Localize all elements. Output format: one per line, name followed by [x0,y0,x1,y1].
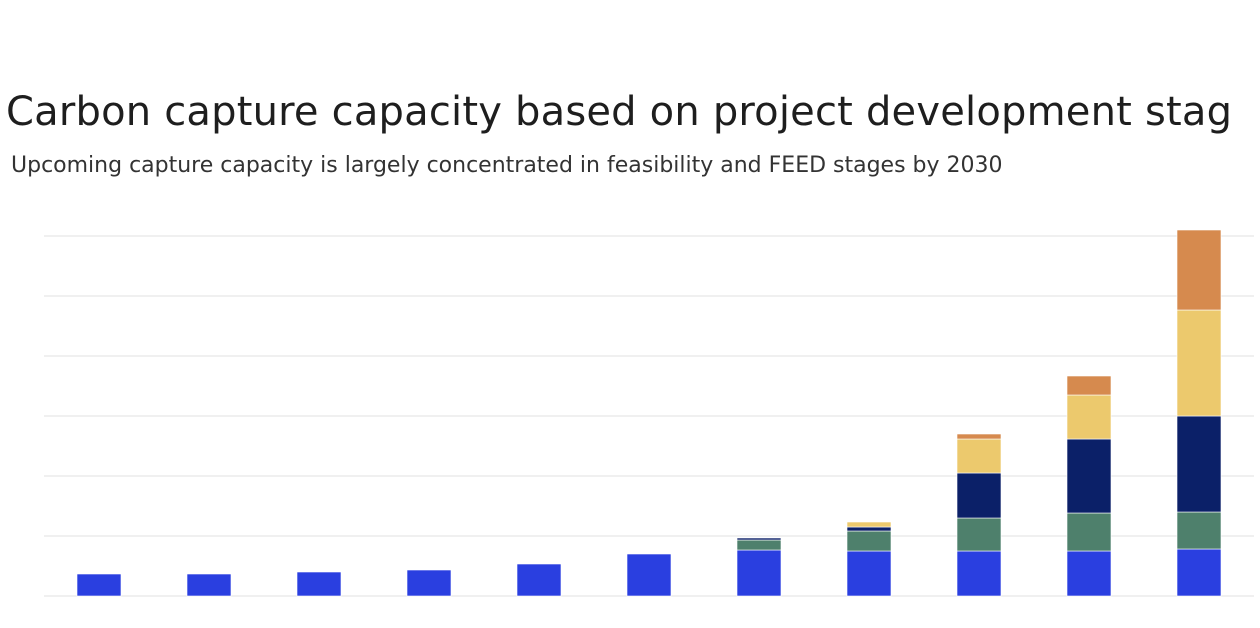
bar-segment [186,573,232,597]
bar-segment [956,433,1002,440]
bar-segment [846,521,892,528]
bar-segment [1176,229,1222,311]
bar-segment [956,517,1002,552]
bar-segment [76,573,122,597]
bar-segment [626,553,672,597]
bar-segment [846,526,892,532]
bar-segment [1066,375,1112,396]
bar-segment [736,539,782,551]
bar-segment [1176,415,1222,513]
bar-segment [406,569,452,597]
bar-segment [736,549,782,597]
bar-segment [1176,511,1222,550]
bar-segment [956,438,1002,474]
bar-segment [296,571,342,597]
bar-segment [956,550,1002,597]
bar-segment [516,563,562,597]
bars [76,229,1222,597]
bar-segment [846,530,892,552]
bar-segment [956,472,1002,519]
bar-segment [1066,394,1112,440]
chart-subtitle: Upcoming capture capacity is largely con… [11,153,1003,178]
bar-segment [1066,512,1112,552]
bar-segment [846,550,892,597]
gridlines [44,235,1254,597]
bar-segment [1066,550,1112,597]
bar-segment [1066,438,1112,514]
bar-segment [1176,309,1222,417]
chart-title: Carbon capture capacity based on project… [6,88,1233,135]
bar-segment [736,537,782,541]
bar-segment [1176,548,1222,597]
